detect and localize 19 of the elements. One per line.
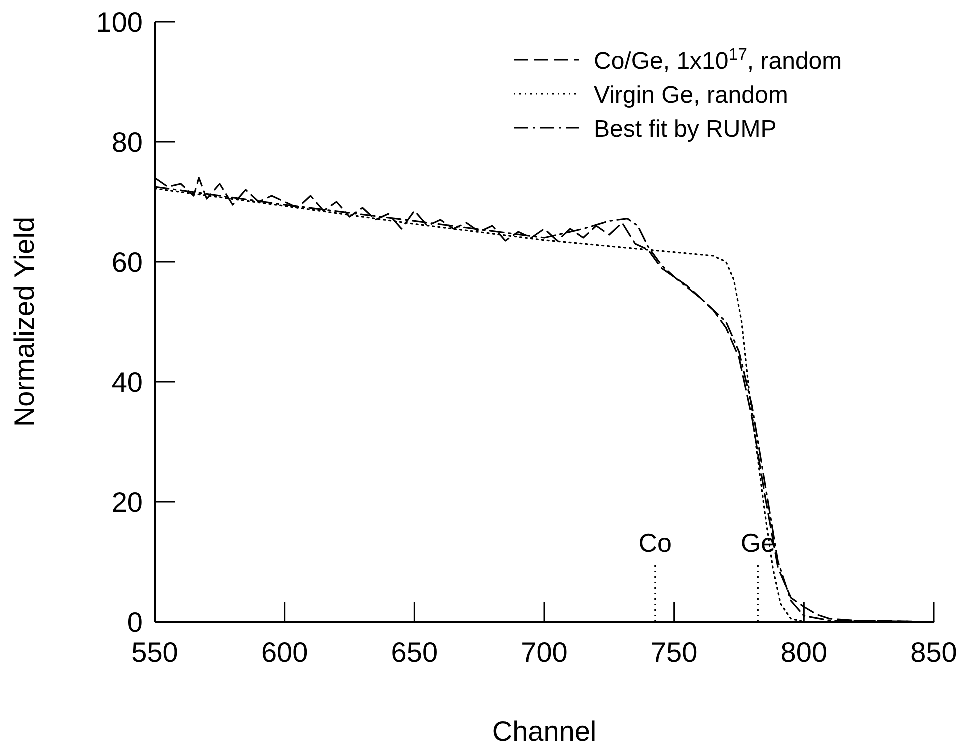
y-axis-title: Normalized Yield <box>9 216 40 428</box>
x-tick-label: 800 <box>780 637 828 668</box>
y-tick-label: 100 <box>96 7 143 38</box>
x-tick-label: 700 <box>521 637 568 668</box>
x-tick-label: 600 <box>261 637 308 668</box>
y-tick-label: 60 <box>112 247 143 278</box>
legend-label: Best fit by RUMP <box>594 116 777 143</box>
x-tick-label: 750 <box>650 637 698 668</box>
legend-label: Co/Ge, 1x10$^{17}$, random <box>594 44 842 75</box>
legend-label: Virgin Ge, random <box>594 82 788 109</box>
x-tick-label: 850 <box>910 637 958 668</box>
y-tick-label: 0 <box>127 607 143 638</box>
y-tick-label: 40 <box>112 367 143 398</box>
x-tick-label: 650 <box>391 637 438 668</box>
y-tick-label: 20 <box>112 487 143 518</box>
x-axis-title: Channel <box>492 716 597 747</box>
ref-line-label: Co <box>638 528 672 558</box>
x-tick-label: 550 <box>132 637 178 668</box>
y-tick-label: 80 <box>112 127 143 158</box>
